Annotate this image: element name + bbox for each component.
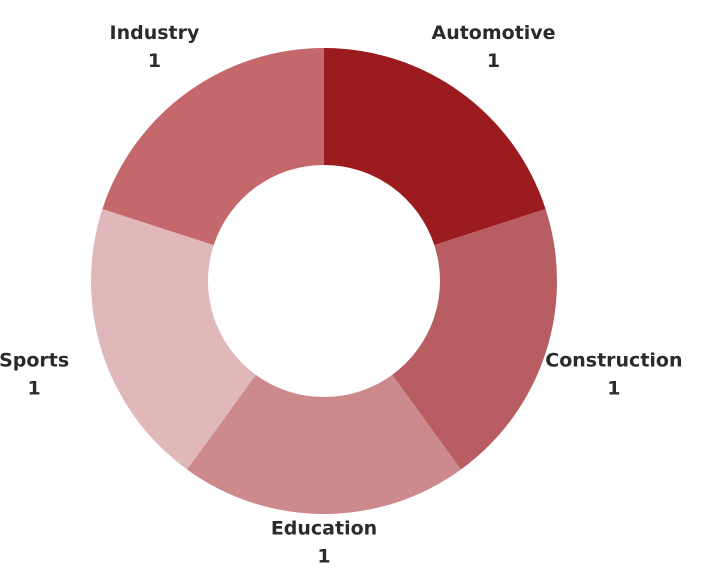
segment-value: 1: [487, 50, 500, 72]
donut-segment: [91, 208, 256, 470]
segment-value: 1: [317, 546, 330, 568]
segment-value: 1: [28, 378, 41, 400]
donut-segment: [392, 208, 557, 470]
donut-segment: [324, 48, 546, 246]
segment-label: Education: [271, 518, 377, 540]
segment-value: 1: [148, 50, 161, 72]
segment-value: 1: [607, 378, 620, 400]
segment-label: Sports: [0, 350, 69, 372]
segment-label: Industry: [110, 22, 200, 44]
segment-label: Construction: [545, 350, 682, 372]
segment-label: Automotive: [431, 22, 555, 44]
donut-segment: [102, 48, 324, 246]
donut-segment: [187, 374, 461, 514]
